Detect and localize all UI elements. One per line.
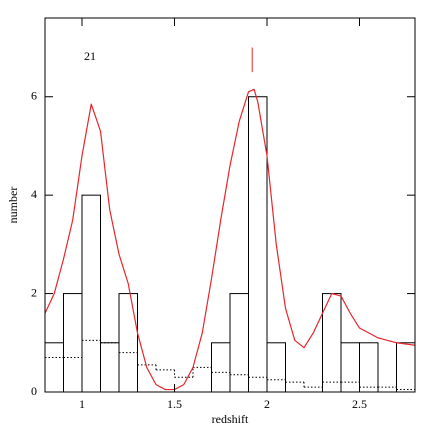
bar xyxy=(211,342,231,393)
x-tick-label: 2 xyxy=(264,397,270,411)
y-tick-label: 4 xyxy=(31,187,37,201)
x-axis-label: redshift xyxy=(212,412,249,426)
y-axis-label: number xyxy=(6,187,20,224)
bar xyxy=(63,293,83,393)
bar xyxy=(266,342,286,393)
plot-frame xyxy=(44,17,416,393)
bar xyxy=(81,194,101,393)
y-tick-label: 2 xyxy=(31,285,37,299)
y-tick-label: 0 xyxy=(31,384,37,398)
x-tick-label: 1.5 xyxy=(167,397,182,411)
bar xyxy=(118,293,138,393)
bar xyxy=(340,342,360,393)
y-tick-label: 6 xyxy=(31,88,37,102)
bar xyxy=(229,293,249,393)
bar xyxy=(100,342,120,393)
bar xyxy=(44,342,64,393)
bar xyxy=(359,342,379,393)
x-tick-label: 2.5 xyxy=(352,397,367,411)
annotation: 21 xyxy=(84,49,96,63)
x-tick-label: 1 xyxy=(79,397,85,411)
bar xyxy=(396,342,416,393)
density-curve xyxy=(44,88,416,391)
